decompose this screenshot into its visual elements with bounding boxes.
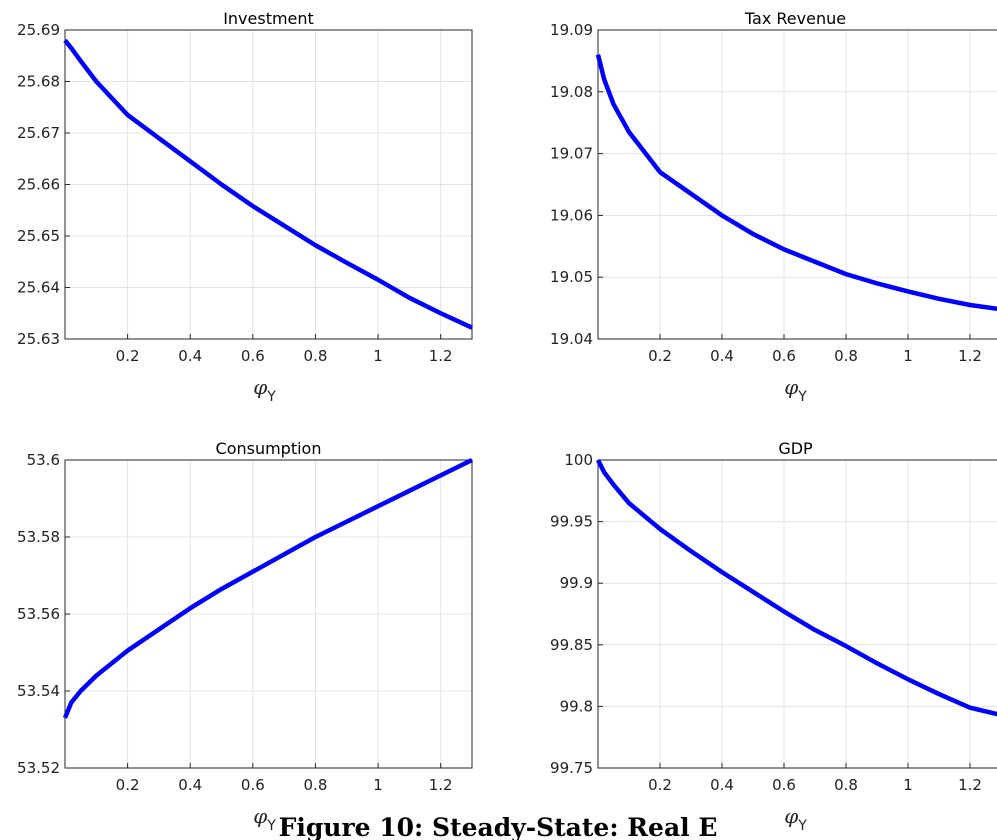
y-tick-label: 99.85 [550, 636, 593, 654]
x-tick-label: 0.8 [834, 776, 858, 794]
x-label: φY [784, 804, 807, 834]
y-tick-label: 19.07 [550, 145, 593, 163]
x-tick-label: 1.2 [958, 347, 982, 365]
caption: Figure 10: Steady-State: Real E [279, 813, 718, 840]
x-tick-label: 0.6 [241, 776, 265, 794]
x-tick-label: 0.6 [772, 776, 796, 794]
y-tick-label: 19.05 [550, 268, 593, 286]
x-label: φY [253, 375, 276, 405]
x-tick-label: 0.8 [304, 776, 328, 794]
y-tick-label: 25.67 [17, 124, 60, 142]
axes-box [597, 29, 997, 340]
x-label-symbol: φ [784, 375, 798, 399]
subplot-title: GDP [778, 439, 813, 458]
x-tick-label: 0.6 [241, 347, 265, 365]
y-tick-label: 99.75 [550, 759, 593, 777]
x-tick-label: 1 [373, 347, 383, 365]
y-tick-label: 53.52 [17, 759, 60, 777]
subplot-title: Tax Revenue [744, 9, 846, 28]
x-label: φY [253, 804, 276, 834]
x-tick-label: 0.4 [178, 347, 202, 365]
axes-box [64, 459, 473, 769]
x-tick-label: 0.4 [178, 776, 202, 794]
x-tick-label: 1.2 [429, 347, 453, 365]
x-tick-label: 0.8 [834, 347, 858, 365]
x-tick-label: 0.4 [710, 776, 734, 794]
y-tick-label: 53.6 [27, 451, 60, 469]
y-tick-label: 19.09 [550, 21, 593, 39]
subplot-title: Consumption [216, 439, 322, 458]
y-tick-label: 100 [564, 451, 593, 469]
x-label-subscript: Y [797, 389, 807, 405]
series-line [595, 458, 997, 717]
x-label: φY [784, 375, 807, 405]
axes-box [597, 459, 997, 769]
series-line [62, 457, 473, 719]
x-tick-label: 0.2 [116, 776, 140, 794]
x-label-subscript: Y [797, 818, 807, 834]
series-line [595, 54, 997, 312]
x-label-subscript: Y [266, 818, 276, 834]
subplot-title: Investment [223, 9, 314, 28]
y-tick-label: 25.64 [17, 279, 60, 297]
x-tick-label: 1 [373, 776, 383, 794]
y-tick-label: 25.66 [17, 176, 60, 194]
plot-area [598, 460, 997, 768]
axes-box [64, 29, 473, 340]
y-tick-label: 25.68 [17, 73, 60, 91]
series-line [63, 38, 473, 330]
x-tick-label: 0.2 [648, 776, 672, 794]
x-label-symbol: φ [253, 375, 267, 399]
y-tick-label: 19.08 [550, 83, 593, 101]
x-tick-label: 1 [903, 776, 913, 794]
x-tick-label: 1 [903, 347, 913, 365]
y-tick-label: 19.04 [550, 330, 593, 348]
y-tick-label: 99.95 [550, 513, 593, 531]
x-label-subscript: Y [266, 389, 276, 405]
y-tick-label: 99.8 [560, 697, 593, 715]
y-tick-label: 53.54 [17, 682, 60, 700]
x-tick-label: 0.8 [304, 347, 328, 365]
y-tick-label: 25.63 [17, 330, 60, 348]
x-tick-label: 0.2 [116, 347, 140, 365]
y-tick-label: 25.69 [17, 21, 60, 39]
x-tick-label: 0.4 [710, 347, 734, 365]
y-tick-label: 19.06 [550, 206, 593, 224]
x-label-symbol: φ [253, 804, 267, 828]
x-tick-label: 0.6 [772, 347, 796, 365]
x-tick-label: 1.2 [958, 776, 982, 794]
x-label-symbol: φ [784, 804, 798, 828]
y-tick-label: 25.65 [17, 227, 60, 245]
y-tick-label: 53.56 [17, 605, 60, 623]
x-tick-label: 1.2 [429, 776, 453, 794]
x-tick-label: 0.2 [648, 347, 672, 365]
plot-area [598, 30, 997, 339]
y-tick-label: 53.58 [17, 528, 60, 546]
y-tick-label: 99.9 [560, 574, 593, 592]
